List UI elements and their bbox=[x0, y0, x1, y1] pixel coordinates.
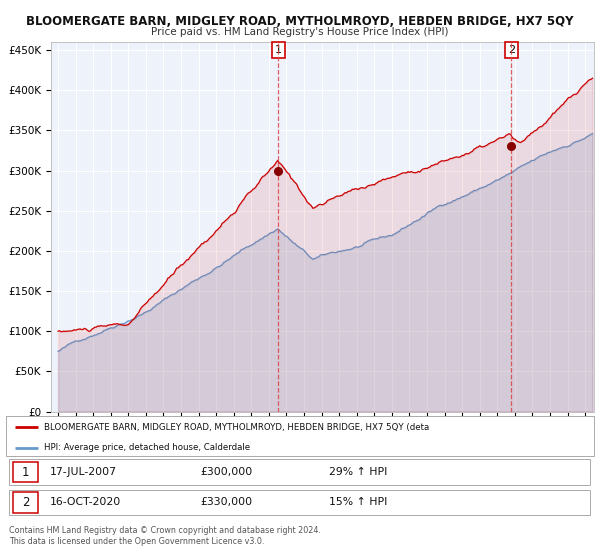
FancyBboxPatch shape bbox=[6, 416, 594, 456]
Text: 17-JUL-2007: 17-JUL-2007 bbox=[50, 467, 117, 477]
Text: 2: 2 bbox=[508, 45, 515, 55]
FancyBboxPatch shape bbox=[13, 462, 38, 482]
Text: HPI: Average price, detached house, Calderdale: HPI: Average price, detached house, Cald… bbox=[44, 443, 250, 452]
Text: 1: 1 bbox=[22, 465, 29, 479]
Text: 2: 2 bbox=[22, 496, 29, 509]
FancyBboxPatch shape bbox=[13, 492, 38, 512]
Text: £300,000: £300,000 bbox=[200, 467, 252, 477]
Text: Price paid vs. HM Land Registry's House Price Index (HPI): Price paid vs. HM Land Registry's House … bbox=[151, 27, 449, 37]
Text: 15% ↑ HPI: 15% ↑ HPI bbox=[329, 497, 388, 507]
FancyBboxPatch shape bbox=[9, 459, 590, 485]
Text: 1: 1 bbox=[275, 45, 282, 55]
Text: 16-OCT-2020: 16-OCT-2020 bbox=[50, 497, 121, 507]
Text: BLOOMERGATE BARN, MIDGLEY ROAD, MYTHOLMROYD, HEBDEN BRIDGE, HX7 5QY (deta: BLOOMERGATE BARN, MIDGLEY ROAD, MYTHOLMR… bbox=[44, 423, 430, 432]
Text: Contains HM Land Registry data © Crown copyright and database right 2024.: Contains HM Land Registry data © Crown c… bbox=[9, 526, 321, 535]
Text: BLOOMERGATE BARN, MIDGLEY ROAD, MYTHOLMROYD, HEBDEN BRIDGE, HX7 5QY: BLOOMERGATE BARN, MIDGLEY ROAD, MYTHOLMR… bbox=[26, 15, 574, 28]
Text: 29% ↑ HPI: 29% ↑ HPI bbox=[329, 467, 388, 477]
FancyBboxPatch shape bbox=[9, 489, 590, 515]
Text: This data is licensed under the Open Government Licence v3.0.: This data is licensed under the Open Gov… bbox=[9, 538, 265, 547]
Text: £330,000: £330,000 bbox=[200, 497, 252, 507]
